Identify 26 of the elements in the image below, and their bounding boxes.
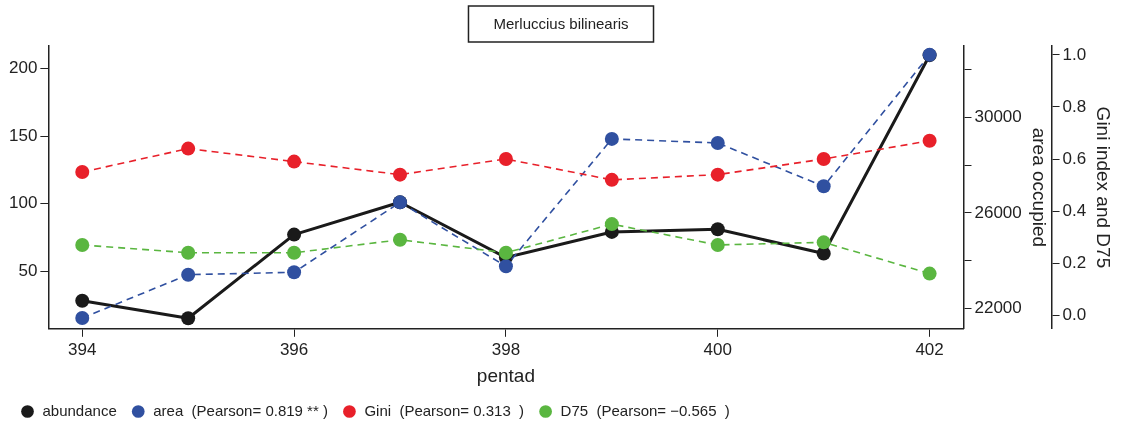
y2-tick-label: 26000 (974, 202, 1022, 222)
legend-label: abundance (42, 401, 117, 419)
x-tick-label: 400 (703, 339, 732, 359)
chart-title: Merluccius bilinearis (493, 15, 629, 33)
y3-tick-label: 0.0 (1062, 304, 1087, 324)
legend-label: area (Pearson= 0.819 ** ) (153, 401, 328, 419)
x-tick-label: 398 (491, 339, 521, 359)
y2-tick-label: 30000 (974, 106, 1022, 126)
y3-tick-label: 0.2 (1062, 252, 1087, 272)
y3-tick-label: 0.6 (1062, 148, 1087, 168)
y-tick-label: 200 (8, 58, 38, 78)
y2-tick-label: 22000 (974, 298, 1022, 318)
x-tick-label: 402 (915, 339, 944, 359)
y-tick-label: 100 (8, 193, 38, 213)
y3-tick-label: 0.8 (1062, 96, 1087, 116)
x-tick-label: 396 (279, 339, 309, 359)
y3-tick-label: 1.0 (1062, 44, 1087, 64)
x-axis-title: pentad (476, 364, 535, 386)
y3-axis-title: Gini index and D75 (1093, 106, 1115, 269)
x-tick-label: 394 (68, 339, 97, 359)
legend-label: D75 (Pearson= −0.565 ) (560, 401, 730, 419)
y2-axis-title: area occupied (1028, 127, 1050, 248)
y-tick-label: 50 (18, 260, 38, 280)
legend-label: Gini (Pearson= 0.313 ) (364, 401, 525, 419)
y3-tick-label: 0.4 (1062, 200, 1087, 220)
y-tick-label: 150 (8, 125, 38, 145)
